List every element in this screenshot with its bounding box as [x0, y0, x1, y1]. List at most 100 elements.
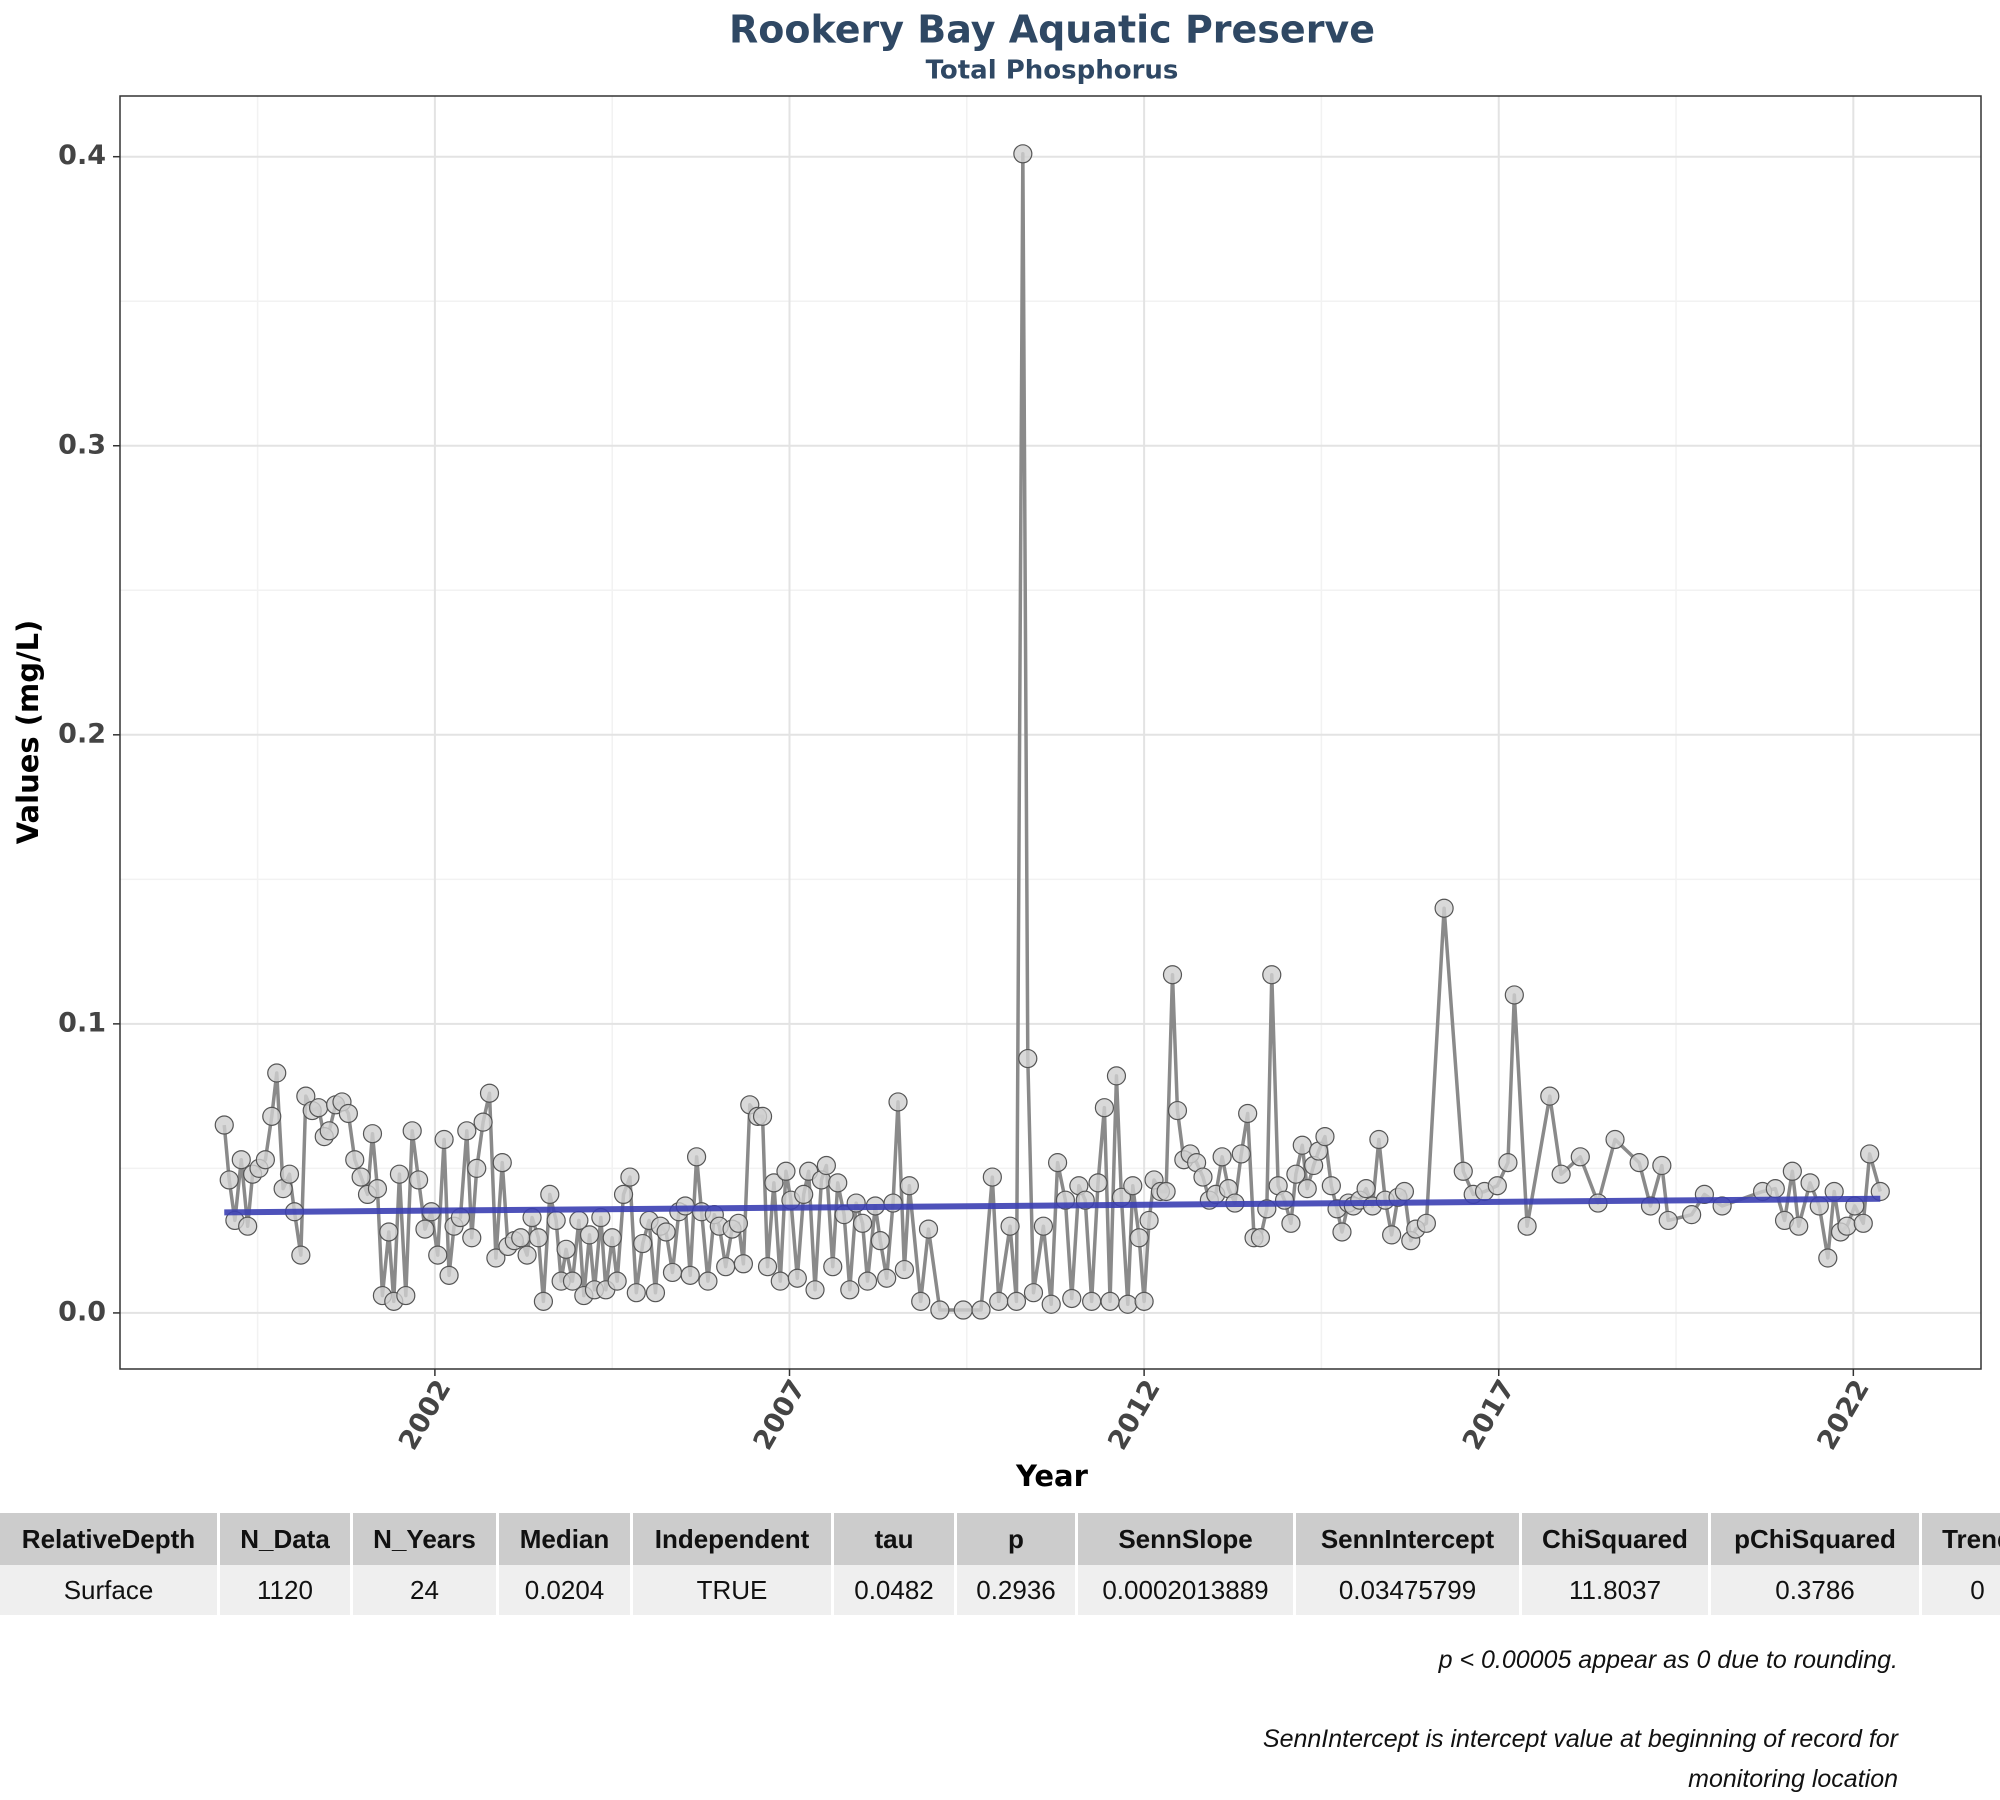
x-tick-label: 2007: [748, 1375, 812, 1456]
data-point: [1088, 1173, 1108, 1193]
table-body: Surface 1120 24 0.0204 TRUE 0.0482 0.2936 0.000…: [0, 1565, 2000, 1615]
data-point: [877, 1268, 897, 1288]
y-tick-label: 0.4: [58, 140, 106, 171]
header-row: RelativeDepth N_Data N_Years Median Independ…: [0, 1513, 2000, 1565]
plot-border: [119, 95, 1982, 1370]
data-point: [1800, 1173, 1820, 1193]
footnote: p < 0.00005 appear as 0 due to rounding.: [1438, 1646, 1898, 1674]
data-point: [1570, 1147, 1590, 1167]
data-point: [415, 1219, 435, 1239]
data-point: [1487, 1176, 1507, 1196]
x-axis-title: Year: [1015, 1459, 1089, 1493]
table-cell: 0.3786: [1711, 1565, 1919, 1615]
data-point: [1013, 144, 1033, 164]
data-point: [1315, 1126, 1335, 1147]
data-point: [1540, 1086, 1560, 1106]
data-point: [633, 1233, 653, 1254]
data-point: [1129, 1228, 1149, 1248]
data-point: [656, 1222, 676, 1242]
data-point: [1281, 1213, 1301, 1233]
data-point: [918, 1219, 939, 1239]
data-point: [434, 1129, 454, 1150]
data-point: [894, 1259, 915, 1280]
data-point: [757, 1257, 778, 1277]
data-point: [1193, 1167, 1213, 1187]
data-point: [626, 1283, 646, 1303]
data-point: [1162, 965, 1183, 985]
column-header: N_Years: [353, 1513, 496, 1565]
data-point: [1332, 1222, 1352, 1242]
data-point: [1123, 1176, 1143, 1196]
table-cell: 0: [1922, 1565, 2000, 1615]
data-point: [291, 1245, 311, 1265]
data-point: [1006, 1291, 1027, 1311]
y-tick-label: 0.2: [58, 718, 106, 749]
data-point: [1382, 1225, 1402, 1245]
data-point: [1498, 1153, 1518, 1173]
data-point: [439, 1265, 459, 1285]
table-cell: 24: [353, 1565, 496, 1615]
data-point: [540, 1184, 560, 1205]
column-header: Trend: [1922, 1513, 2000, 1565]
chart-subtitle: Total Phosphorus: [926, 56, 1179, 86]
column-header: Median: [499, 1513, 630, 1565]
data-point: [989, 1291, 1009, 1311]
table-cell: 0.0204: [499, 1565, 630, 1615]
data-point: [1321, 1176, 1341, 1196]
data-point: [1629, 1153, 1649, 1173]
data-point: [620, 1167, 640, 1187]
data-point: [680, 1265, 700, 1285]
data-point: [899, 1176, 919, 1196]
data-point: [219, 1170, 239, 1190]
data-point: [579, 1225, 600, 1245]
data-point: [1047, 1153, 1068, 1173]
data-point: [1250, 1228, 1271, 1248]
column-header: Independent: [633, 1513, 831, 1565]
column-header: SennIntercept: [1296, 1513, 1519, 1565]
data-point: [1118, 1294, 1138, 1314]
table-cell: Surface: [0, 1565, 217, 1615]
data-point: [238, 1216, 258, 1236]
data-point: [613, 1184, 634, 1205]
table-cell: 1120: [220, 1565, 350, 1615]
data-point: [214, 1115, 234, 1135]
y-tick-label: 0.1: [58, 1007, 106, 1038]
data-point: [262, 1106, 282, 1126]
data-point: [562, 1271, 583, 1291]
data-point: [533, 1291, 554, 1311]
data-point: [255, 1150, 275, 1170]
table-cell: 0.0482: [834, 1565, 954, 1615]
data-point: [662, 1262, 683, 1283]
data-point: [1292, 1135, 1312, 1155]
data-point: [1860, 1144, 1880, 1164]
data-point: [511, 1228, 531, 1248]
data-point: [1023, 1283, 1044, 1303]
column-header: p: [957, 1513, 1075, 1565]
data-point: [467, 1158, 487, 1178]
data-point: [1658, 1210, 1678, 1231]
data-point: [1033, 1216, 1054, 1236]
data-point: [1789, 1216, 1809, 1236]
data-point: [794, 1184, 814, 1205]
table-row: Surface 1120 24 0.0204 TRUE 0.0482 0.2936 0.000…: [0, 1565, 2000, 1615]
data-point: [1062, 1288, 1082, 1309]
table-cell: 0.0002013889: [1078, 1565, 1293, 1615]
column-header: RelativeDepth: [0, 1513, 217, 1565]
data-point: [1394, 1181, 1415, 1202]
data-point: [911, 1291, 931, 1311]
data-point: [1000, 1216, 1020, 1236]
data-point: [1818, 1248, 1838, 1268]
data-point: [1551, 1164, 1571, 1184]
data-point: [231, 1150, 251, 1170]
y-tick-label: 0.0: [58, 1296, 106, 1327]
table-cell: 0.2936: [957, 1565, 1075, 1615]
data-point: [345, 1150, 365, 1170]
data-point: [686, 1147, 707, 1167]
data-point: [1212, 1147, 1232, 1167]
data-point: [1262, 965, 1282, 985]
data-point: [351, 1167, 371, 1187]
data-point: [816, 1155, 836, 1176]
data-point: [1782, 1161, 1802, 1181]
data-point: [1100, 1291, 1120, 1311]
